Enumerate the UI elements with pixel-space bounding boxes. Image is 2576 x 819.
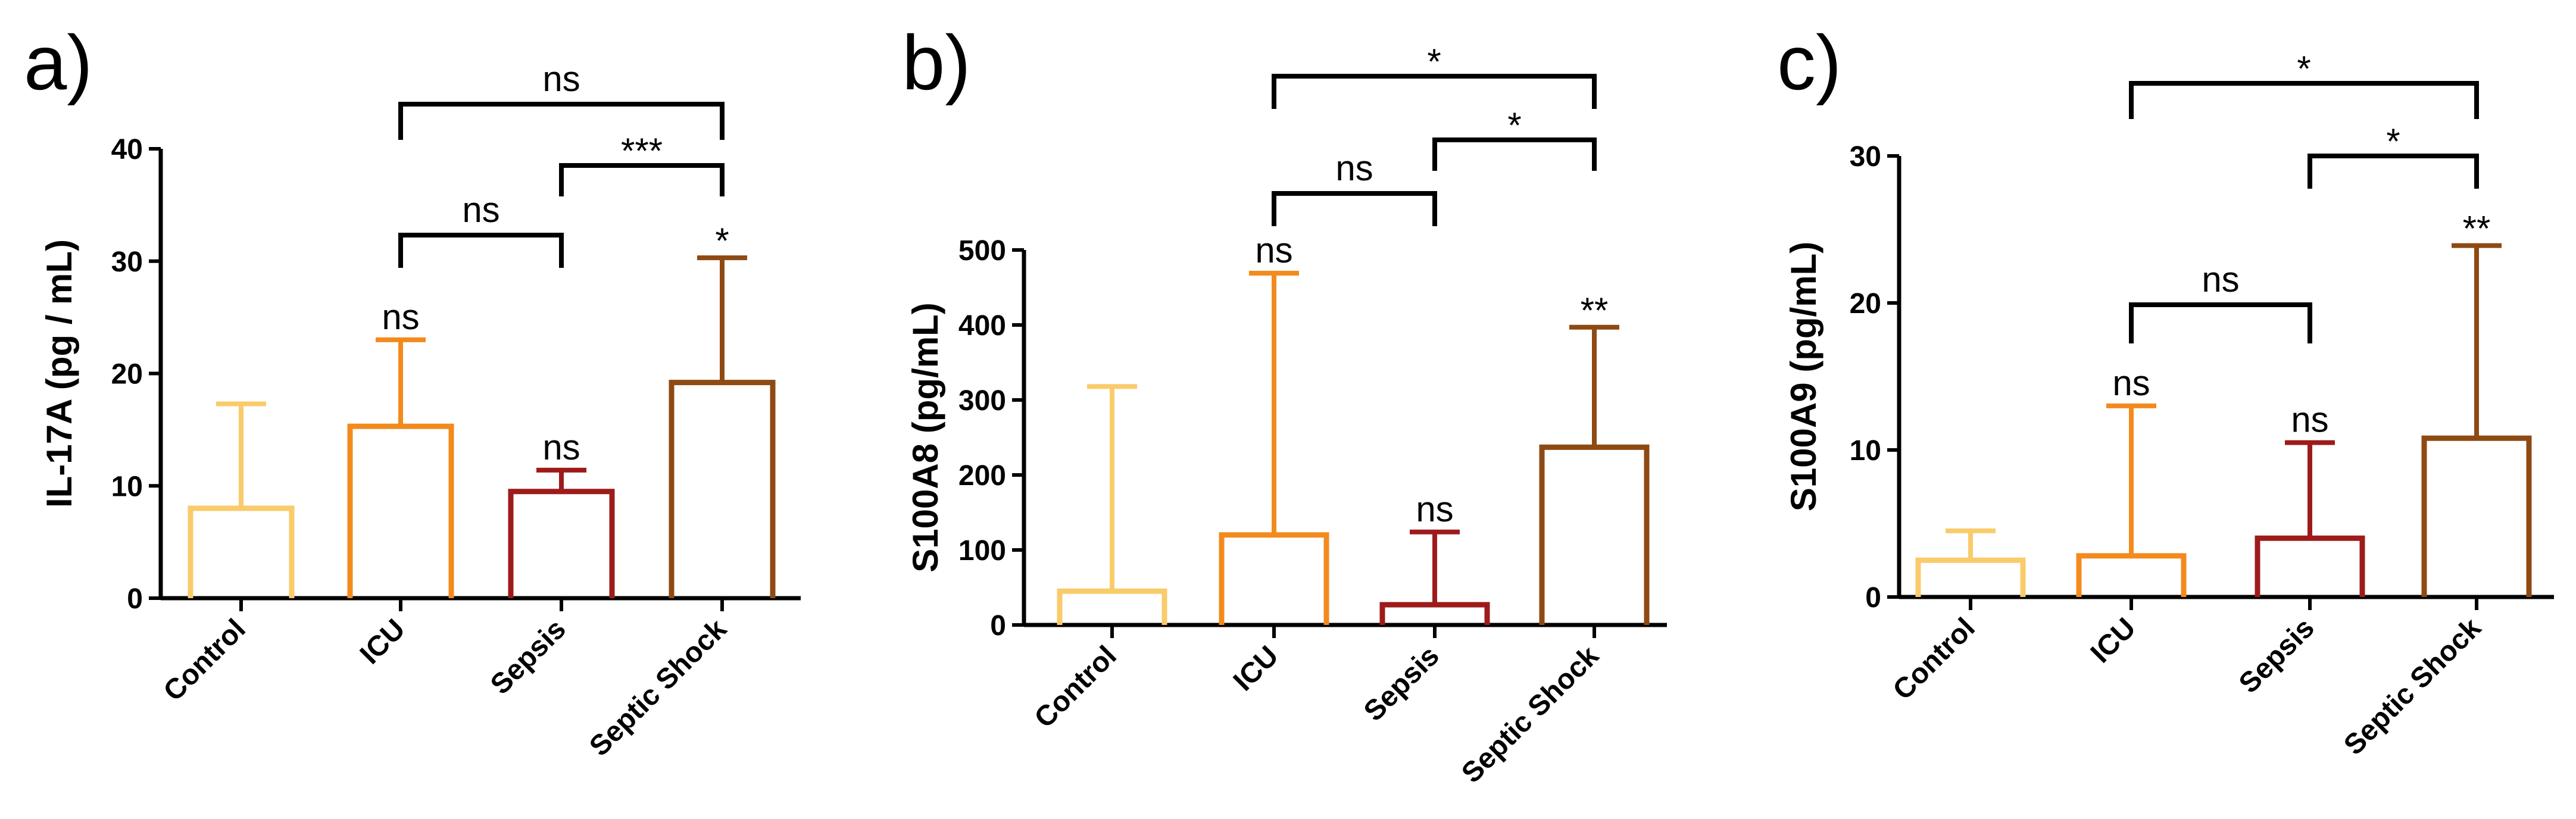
bar-significance-label: ns <box>382 297 419 337</box>
comparison-label: ns <box>1335 148 1373 188</box>
y-tick-label: 10 <box>1850 435 1881 467</box>
bar <box>2076 553 2187 597</box>
y-tick-label: 100 <box>958 535 1006 567</box>
panel-letter: b) <box>902 19 971 106</box>
comparison-label: ns <box>462 190 499 230</box>
comparison-label: * <box>2297 49 2310 89</box>
bar <box>1379 602 1490 625</box>
comparison-bracket <box>398 233 564 268</box>
panel-2: b) S100A8 (pg/mL) 0 100 200 300 400 500 Control I… <box>902 19 1667 789</box>
y-tick-label: 30 <box>111 246 143 278</box>
x-tick-label: Septic Shock <box>1456 640 1605 789</box>
comparison-label: * <box>2386 121 2400 161</box>
y-tick-label: 40 <box>111 134 143 165</box>
comparison-bracket <box>559 163 725 196</box>
comparison-label: ns <box>2202 260 2239 299</box>
bar <box>669 380 776 598</box>
y-axis-title: S100A9 (pg/mL) <box>1784 242 1824 511</box>
x-tick-label: Control <box>158 613 252 707</box>
x-tick-label: Septic Shock <box>2338 612 2487 761</box>
bar <box>1539 444 1650 625</box>
x-tick-label: ICU <box>2085 612 2142 669</box>
x-tick-label: Septic Shock <box>583 613 733 762</box>
bar <box>2255 535 2365 597</box>
comparison-bracket <box>398 102 725 140</box>
comparison-bracket <box>2308 154 2479 189</box>
y-tick-label: 0 <box>1865 582 1881 614</box>
x-tick-label: ICU <box>1228 640 1285 697</box>
panel-letter: c) <box>1777 19 1841 106</box>
bar-significance-label: ns <box>2112 363 2150 403</box>
y-tick-label: 30 <box>1850 141 1881 173</box>
bar-significance-label: ns <box>1416 489 1453 529</box>
bar <box>2421 435 2532 597</box>
bar-significance-label: * <box>715 221 729 261</box>
comparison-bracket <box>1272 74 1597 109</box>
comparison-label: * <box>1427 42 1441 82</box>
bar <box>1057 588 1167 625</box>
y-tick-label: 20 <box>111 359 143 390</box>
bar <box>1915 557 2026 597</box>
comparison-bracket <box>1272 191 1437 226</box>
bar-significance-label: ns <box>542 427 580 467</box>
panel-letter: a) <box>24 19 93 106</box>
y-tick-label: 200 <box>958 460 1006 492</box>
x-tick-label: Control <box>1887 612 1981 706</box>
y-tick-label: 0 <box>990 610 1006 642</box>
bar-significance-label: ns <box>1255 230 1292 270</box>
comparison-bracket <box>1432 137 1597 171</box>
x-tick-label: Sepsis <box>485 613 572 701</box>
y-axis-title: S100A8 (pg/mL) <box>905 302 945 572</box>
comparison-label: * <box>1507 105 1521 145</box>
y-axis-title: IL-17A (pg / mL) <box>39 239 79 508</box>
x-tick-label: ICU <box>354 613 411 670</box>
comparison-bracket <box>2129 302 2312 343</box>
comparison-bracket <box>2129 81 2479 119</box>
bar <box>508 489 615 598</box>
y-tick-label: 400 <box>958 310 1006 342</box>
bar <box>347 423 454 598</box>
y-tick-label: 500 <box>958 235 1006 267</box>
y-tick-label: 10 <box>111 471 143 502</box>
comparison-label: *** <box>621 131 663 171</box>
panel-1: a) IL-17A (pg / mL) 0 10 20 30 40 Control ICU ns S… <box>24 19 801 762</box>
bar <box>1219 532 1329 625</box>
comparison-label: ns <box>542 59 580 99</box>
x-tick-label: Sepsis <box>2233 612 2321 699</box>
y-tick-label: 20 <box>1850 288 1881 320</box>
y-tick-label: 300 <box>958 385 1006 417</box>
y-tick-label: 0 <box>127 583 143 615</box>
x-tick-label: Control <box>1029 640 1123 734</box>
x-tick-label: Sepsis <box>1358 640 1445 727</box>
bar <box>188 505 295 598</box>
bar-significance-label: ns <box>2291 400 2328 440</box>
bar-significance-label: ** <box>1581 290 1609 330</box>
panel-3: c) S100A9 (pg/mL) 0 10 20 30 Control ICU ns Sepsi… <box>1777 19 2554 761</box>
bar-significance-label: ** <box>2463 209 2491 249</box>
